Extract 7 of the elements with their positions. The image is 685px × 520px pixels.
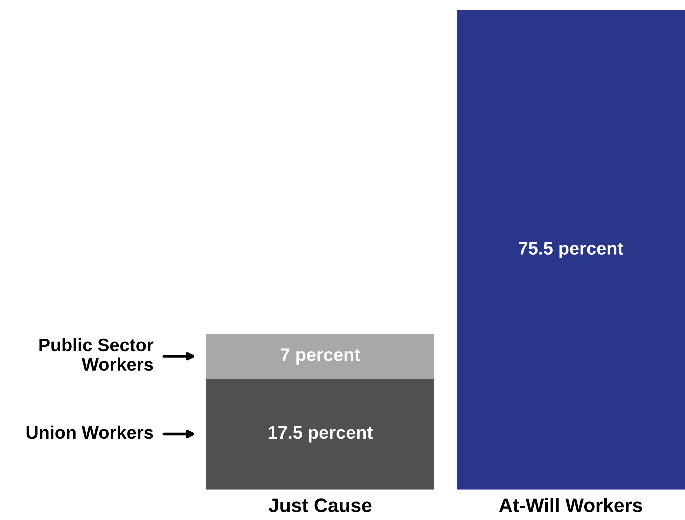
- x-tick-label: Just Cause: [268, 498, 372, 512]
- data-label: 7 percent: [281, 348, 360, 365]
- data-label: 75.5 percent: [519, 242, 624, 259]
- text: Union Workers: [26, 426, 154, 440]
- text: Public Sector Workers: [40, 338, 154, 372]
- data-label: 17.5 percent: [268, 426, 373, 443]
- x-tick-label: At-Will Workers: [499, 498, 642, 512]
